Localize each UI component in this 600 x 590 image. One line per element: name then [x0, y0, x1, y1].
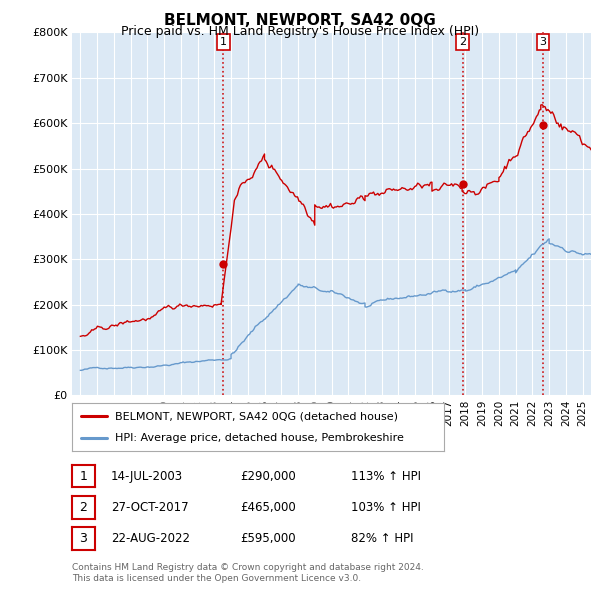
Text: BELMONT, NEWPORT, SA42 0QG (detached house): BELMONT, NEWPORT, SA42 0QG (detached hou…: [115, 411, 398, 421]
Text: 2: 2: [459, 37, 466, 47]
Text: 22-AUG-2022: 22-AUG-2022: [111, 532, 190, 545]
Text: 2: 2: [79, 501, 88, 514]
Text: £595,000: £595,000: [240, 532, 296, 545]
Text: Price paid vs. HM Land Registry's House Price Index (HPI): Price paid vs. HM Land Registry's House …: [121, 25, 479, 38]
Text: BELMONT, NEWPORT, SA42 0QG: BELMONT, NEWPORT, SA42 0QG: [164, 13, 436, 28]
Text: 1: 1: [79, 470, 88, 483]
Text: 82% ↑ HPI: 82% ↑ HPI: [351, 532, 413, 545]
Text: Contains HM Land Registry data © Crown copyright and database right 2024.: Contains HM Land Registry data © Crown c…: [72, 563, 424, 572]
Text: 1: 1: [220, 37, 227, 47]
Text: £465,000: £465,000: [240, 501, 296, 514]
Text: This data is licensed under the Open Government Licence v3.0.: This data is licensed under the Open Gov…: [72, 574, 361, 583]
Text: HPI: Average price, detached house, Pembrokeshire: HPI: Average price, detached house, Pemb…: [115, 433, 404, 443]
Text: 3: 3: [539, 37, 547, 47]
Text: 3: 3: [79, 532, 88, 545]
Text: 27-OCT-2017: 27-OCT-2017: [111, 501, 188, 514]
Text: 113% ↑ HPI: 113% ↑ HPI: [351, 470, 421, 483]
Text: £290,000: £290,000: [240, 470, 296, 483]
Text: 14-JUL-2003: 14-JUL-2003: [111, 470, 183, 483]
Text: 103% ↑ HPI: 103% ↑ HPI: [351, 501, 421, 514]
